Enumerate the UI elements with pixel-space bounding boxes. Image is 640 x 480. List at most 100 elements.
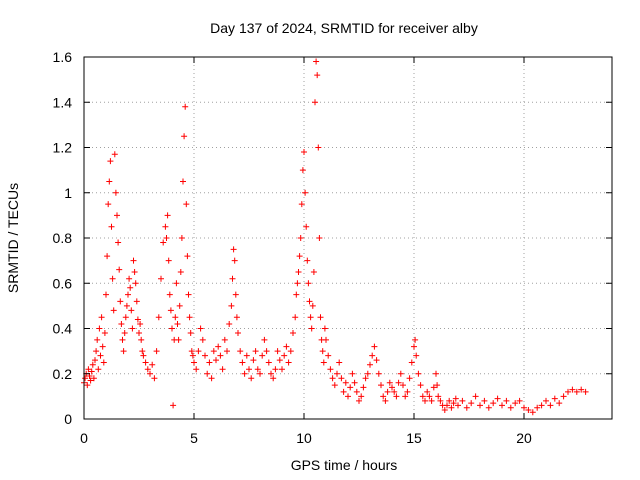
data-point [250, 357, 257, 364]
data-point [82, 375, 89, 382]
data-point [182, 103, 189, 110]
data-point [315, 144, 322, 151]
data-point [347, 384, 354, 391]
data-point [204, 370, 211, 377]
data-point [459, 397, 466, 404]
data-point [175, 336, 182, 343]
data-point [158, 275, 164, 282]
data-point [304, 257, 311, 264]
data-point [441, 406, 448, 413]
y-tick-label: 1.4 [53, 94, 73, 110]
data-point [215, 343, 222, 350]
x-tick-label: 10 [296, 430, 312, 446]
data-point [297, 235, 304, 241]
data-point [257, 370, 263, 377]
data-point [412, 336, 419, 343]
data-point [389, 384, 395, 391]
data-point [93, 348, 100, 355]
data-point [108, 223, 115, 230]
data-point [99, 343, 106, 350]
data-point [356, 397, 362, 404]
data-point [174, 320, 181, 327]
data-point [413, 352, 420, 359]
data-point [373, 357, 380, 364]
data-point [503, 397, 510, 404]
data-point [336, 359, 343, 366]
data-point [237, 348, 244, 355]
data-point [254, 366, 261, 373]
y-tick-label: 0.6 [53, 275, 73, 291]
data-point [321, 325, 328, 332]
x-axis-label: GPS time / hours [291, 457, 398, 473]
data-point [272, 366, 279, 373]
data-point [578, 386, 585, 393]
data-points [81, 58, 589, 416]
data-point [369, 352, 376, 359]
data-point [147, 370, 153, 377]
data-point [525, 406, 532, 413]
data-point [371, 343, 378, 350]
data-point [217, 352, 224, 359]
data-point [543, 397, 549, 404]
data-point [342, 379, 349, 386]
data-point [85, 366, 92, 373]
data-point [173, 280, 180, 287]
data-point [94, 336, 101, 343]
data-point [128, 307, 135, 314]
data-point [302, 189, 309, 196]
data-point [395, 379, 402, 386]
data-point [296, 253, 303, 260]
data-point [358, 393, 365, 400]
data-point [103, 291, 109, 298]
data-point [582, 388, 589, 395]
data-point [301, 149, 307, 156]
data-point [415, 370, 422, 377]
x-tick-label: 0 [80, 430, 88, 446]
data-point [319, 348, 326, 355]
data-point [127, 284, 134, 291]
data-point [281, 352, 288, 359]
data-point [132, 280, 139, 287]
data-point [529, 409, 536, 416]
data-point [151, 375, 158, 382]
data-point [507, 404, 514, 411]
data-point [434, 382, 441, 389]
data-point [362, 375, 369, 382]
data-point [294, 280, 301, 287]
data-point [306, 298, 313, 305]
data-point [468, 400, 475, 407]
data-point [112, 189, 119, 196]
data-point [499, 402, 505, 409]
data-point [404, 388, 411, 395]
data-point [248, 375, 255, 382]
data-point [327, 366, 334, 373]
data-point [411, 343, 417, 350]
data-point [380, 393, 387, 400]
data-point [290, 330, 296, 337]
data-point [169, 325, 175, 332]
data-point [393, 393, 400, 400]
data-point [345, 393, 351, 400]
data-point [88, 368, 95, 375]
data-point [163, 235, 170, 241]
data-point [417, 382, 424, 389]
data-point [485, 404, 492, 411]
data-point [422, 397, 428, 404]
data-point [310, 268, 317, 275]
y-axis-ticks: 0 0.2 0.4 0.6 0.8 1 1.2 1.4 1.6 [53, 49, 612, 427]
data-point [516, 397, 523, 404]
data-point [138, 336, 145, 343]
data-point [243, 352, 250, 359]
data-point [97, 352, 104, 359]
data-point [197, 325, 204, 332]
data-point [185, 291, 192, 298]
data-point [308, 325, 315, 332]
data-point [259, 352, 266, 359]
data-point [430, 384, 437, 391]
data-point [547, 402, 554, 409]
data-point [109, 275, 116, 282]
data-point [481, 397, 488, 404]
data-point [309, 302, 316, 309]
data-point [419, 393, 426, 400]
